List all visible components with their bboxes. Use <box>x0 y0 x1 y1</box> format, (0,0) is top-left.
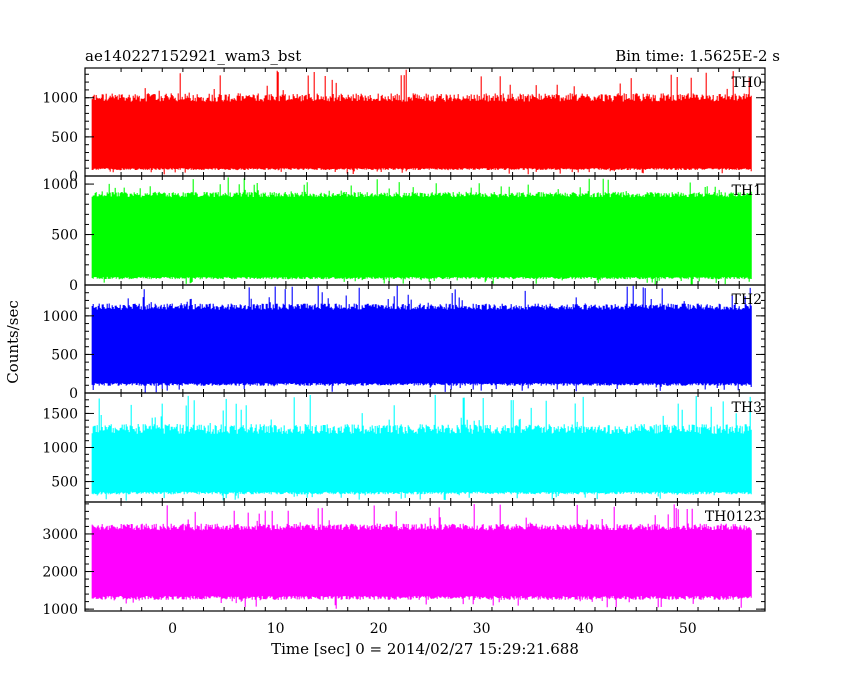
y-tick-label: 500 <box>51 475 78 491</box>
panel-th2: 0 500 1000 TH2 <box>42 284 766 402</box>
series-th0-trace <box>91 69 752 175</box>
y-tick-label: 3000 <box>42 527 78 543</box>
y-tick-label: 500 <box>51 347 78 363</box>
x-axis: 0 10 20 30 40 50 <box>168 621 697 637</box>
x-tick-label: 30 <box>473 621 491 637</box>
y-tick-label: 1000 <box>42 309 78 325</box>
panel-th1: 0 500 1000 TH1 <box>42 175 766 294</box>
x-tick-label: 0 <box>168 621 177 637</box>
panel-th0: 0 500 1000 TH0 <box>42 67 766 185</box>
y-tick-label: 1000 <box>42 91 78 107</box>
y-tick-label: 0 <box>69 278 78 294</box>
panel-th3: 500 1000 1500 TH3 <box>42 392 766 503</box>
series-th0123-trace <box>91 504 752 609</box>
x-tick-label: 50 <box>679 621 697 637</box>
y-tick-label: 1500 <box>42 406 78 422</box>
y-tick-label: 1000 <box>42 602 78 618</box>
y-tick-label: 1000 <box>42 177 78 193</box>
series-th3-trace <box>91 394 752 501</box>
y-tick-label: 0 <box>69 386 78 402</box>
y-tick-label: 2000 <box>42 565 78 581</box>
series-th2-trace <box>91 285 752 393</box>
panel-label: TH2 <box>732 292 762 308</box>
panel-th0123: 1000 2000 3000 TH0123 <box>42 501 766 618</box>
y-axis-label: Counts/sec <box>4 300 22 384</box>
x-tick-label: 20 <box>370 621 388 637</box>
panels-group: 0 500 1000 TH0 0 500 1000 TH1 0 500 1000 TH2 500 1000… <box>42 67 766 618</box>
chart-title: ae140227152921_wam3_bst <box>85 47 301 65</box>
y-tick-label: 500 <box>51 228 78 244</box>
series-th1-trace <box>91 177 752 285</box>
y-tick-label: 1000 <box>42 441 78 457</box>
x-tick-label: 40 <box>576 621 594 637</box>
bin-time-label: Bin time: 1.5625E-2 s <box>615 47 780 65</box>
y-tick-label: 500 <box>51 130 78 146</box>
panel-label: TH0 <box>732 75 762 91</box>
y-tick-label: 0 <box>69 169 78 185</box>
panel-label: TH0123 <box>705 509 762 525</box>
x-tick-label: 10 <box>267 621 285 637</box>
panel-label: TH1 <box>732 183 762 199</box>
x-axis-label: Time [sec] 0 = 2014/02/27 15:29:21.688 <box>271 640 579 658</box>
panel-label: TH3 <box>732 400 762 416</box>
